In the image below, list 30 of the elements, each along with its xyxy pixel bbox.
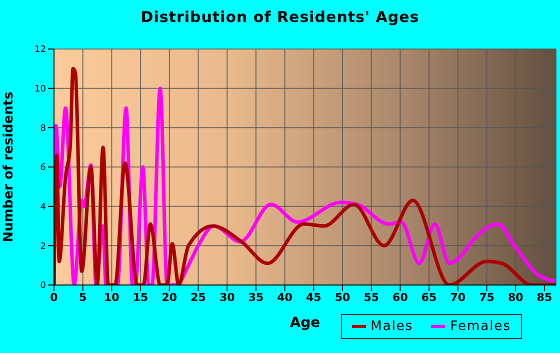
x-tick-label: 5: [79, 290, 87, 304]
chart-title: Distribution of Residents' Ages: [140, 8, 420, 26]
x-tick-label: 55: [364, 290, 380, 304]
y-tick-label: 6: [40, 163, 46, 174]
y-tick-label: 4: [40, 202, 46, 213]
x-tick-label: 10: [104, 290, 120, 304]
legend-label: Females: [449, 319, 511, 334]
x-tick-label: 20: [162, 290, 178, 304]
x-tick-label: 25: [190, 290, 206, 304]
x-tick-label: 0: [50, 290, 58, 304]
y-axis-title: Number of residents: [2, 91, 17, 242]
y-tick-label: 12: [34, 45, 46, 56]
x-tick-label: 80: [508, 290, 524, 304]
x-tick-label: 35: [248, 290, 264, 304]
x-tick-label: 15: [132, 290, 148, 304]
y-tick-label: 2: [40, 242, 46, 252]
y-tick-label: 8: [40, 124, 46, 134]
x-tick-label: 40: [277, 290, 293, 304]
x-tick-label: 50: [334, 290, 351, 304]
x-tick-label: 75: [479, 290, 494, 304]
x-tick-label: 70: [450, 290, 466, 304]
x-tick-label: 45: [306, 290, 322, 304]
x-tick-label: 60: [392, 290, 408, 304]
x-axis-title: Age: [290, 314, 320, 331]
x-tick-label: 85: [536, 290, 552, 304]
y-tick-label: 0: [40, 281, 46, 292]
x-tick-label: 65: [421, 290, 437, 304]
legend-label: Males: [370, 319, 414, 334]
y-tick-label: 10: [34, 84, 46, 95]
x-tick-label: 30: [219, 290, 236, 304]
